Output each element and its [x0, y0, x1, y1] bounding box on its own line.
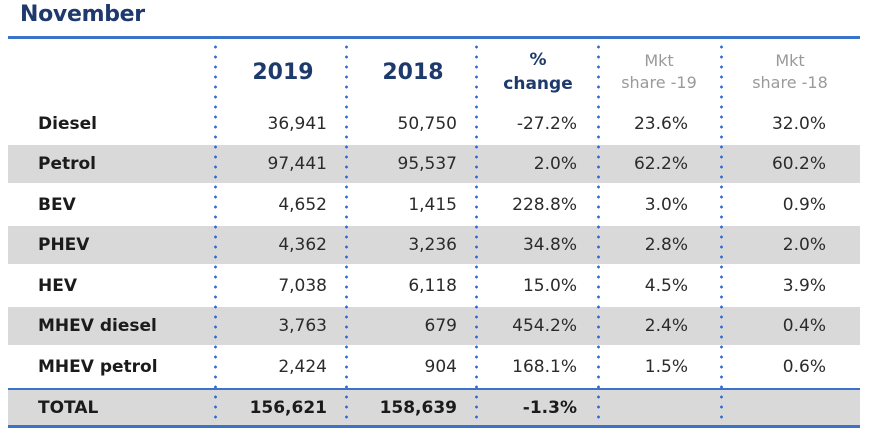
column-divider [597, 42, 600, 426]
cell-mkt-share-18: 0.6% [782, 357, 826, 377]
column-divider [720, 42, 723, 426]
column-divider [345, 42, 348, 426]
cell-2018: 95,537 [397, 154, 457, 174]
row-label: MHEV petrol [38, 357, 158, 377]
cell-2019: 4,362 [278, 235, 327, 255]
cell-mkt-share-18: 32.0% [771, 114, 826, 134]
cell-change: -27.2% [516, 114, 577, 134]
table-row: HEV 7,038 6,118 15.0% 4.5% 3.9% [8, 267, 860, 305]
total-row: TOTAL 156,621 158,639 -1.3% [8, 390, 860, 425]
header-percent-change: % change [478, 39, 598, 105]
row-label: HEV [38, 276, 77, 296]
header-2018: 2018 [382, 59, 444, 85]
cell-2019: 7,038 [278, 276, 327, 296]
cell-2019: 4,652 [278, 195, 327, 215]
table-row: MHEV petrol 2,424 904 168.1% 1.5% 0.6% [8, 348, 860, 386]
header-ms18-line1: Mkt [775, 51, 805, 70]
table-top-rule [8, 36, 860, 39]
header-change-line1: % [529, 50, 547, 70]
cell-mkt-share-19: 3.0% [644, 195, 688, 215]
page-title: November [20, 2, 145, 27]
total-label: TOTAL [38, 397, 99, 418]
row-label: MHEV diesel [38, 316, 157, 336]
cell-mkt-share-19: 4.5% [644, 276, 688, 296]
header-mkt-share-19: Mkt share -19 [598, 39, 720, 105]
table-row: Petrol 97,441 95,537 2.0% 62.2% 60.2% [8, 145, 860, 183]
cell-change: 15.0% [522, 276, 577, 296]
total-2019: 156,621 [249, 397, 327, 418]
total-change: -1.3% [522, 397, 577, 418]
table-row: BEV 4,652 1,415 228.8% 3.0% 0.9% [8, 186, 860, 224]
cell-change: 2.0% [533, 154, 577, 174]
row-label: BEV [38, 195, 76, 215]
cell-2019: 97,441 [267, 154, 327, 174]
cell-2018: 6,118 [408, 276, 457, 296]
cell-change: 168.1% [512, 357, 577, 377]
total-top-rule [8, 388, 860, 390]
table-row: Diesel 36,941 50,750 -27.2% 23.6% 32.0% [8, 105, 860, 143]
header-ms19-line1: Mkt [644, 51, 674, 70]
cell-2018: 904 [424, 357, 457, 377]
row-label: Diesel [38, 114, 97, 134]
cell-2018: 1,415 [408, 195, 457, 215]
cell-mkt-share-19: 1.5% [644, 357, 688, 377]
row-label: Petrol [38, 154, 97, 174]
table-row: PHEV 4,362 3,236 34.8% 2.8% 2.0% [8, 226, 860, 264]
cell-mkt-share-19: 2.8% [644, 235, 688, 255]
cell-mkt-share-18: 60.2% [771, 154, 826, 174]
cell-2018: 50,750 [397, 114, 457, 134]
cell-2018: 3,236 [408, 235, 457, 255]
header-ms18-line2: share -18 [752, 73, 828, 92]
cell-2019: 3,763 [278, 316, 327, 336]
cell-mkt-share-18: 0.9% [782, 195, 826, 215]
table-bottom-rule [8, 425, 860, 428]
cell-2019: 2,424 [278, 357, 327, 377]
cell-mkt-share-19: 62.2% [633, 154, 688, 174]
registrations-table: Diesel 36,941 50,750 -27.2% 23.6% 32.0% … [8, 36, 860, 428]
header-change-line2: change [503, 74, 573, 94]
table-header: 2019 2018 % change Mkt share -19 Mkt sha… [8, 39, 860, 105]
cell-change: 228.8% [512, 195, 577, 215]
cell-mkt-share-19: 23.6% [633, 114, 688, 134]
cell-change: 454.2% [512, 316, 577, 336]
table-row: MHEV diesel 3,763 679 454.2% 2.4% 0.4% [8, 307, 860, 345]
cell-mkt-share-18: 3.9% [782, 276, 826, 296]
cell-mkt-share-19: 2.4% [644, 316, 688, 336]
column-divider [475, 42, 478, 426]
header-ms19-line2: share -19 [621, 73, 697, 92]
row-label: PHEV [38, 235, 90, 255]
cell-2019: 36,941 [267, 114, 327, 134]
total-2018: 158,639 [379, 397, 457, 418]
cell-mkt-share-18: 0.4% [782, 316, 826, 336]
column-divider [214, 42, 217, 426]
cell-2018: 679 [424, 316, 457, 336]
cell-mkt-share-18: 2.0% [782, 235, 826, 255]
cell-change: 34.8% [522, 235, 577, 255]
header-mkt-share-18: Mkt share -18 [720, 39, 860, 105]
header-2019: 2019 [252, 59, 314, 85]
